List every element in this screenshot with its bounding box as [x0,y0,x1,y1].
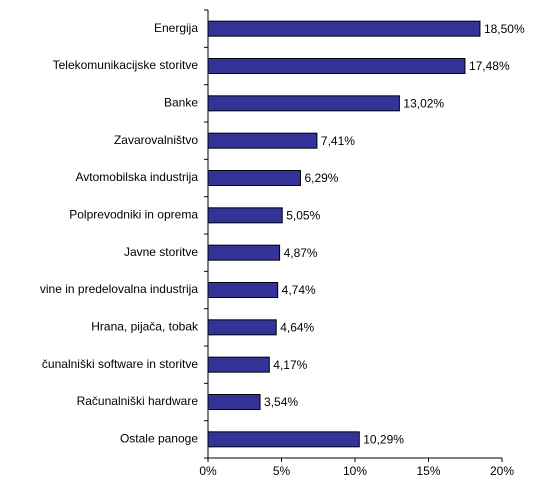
bar [207,132,318,149]
data-label: 3,54% [264,395,298,409]
x-tick-label: 5% [273,464,291,478]
y-tick-label: Hrana, pijača, tobak [91,320,199,334]
x-tick-label: 10% [343,464,367,478]
y-tick-label: Javne storitve [124,245,198,259]
y-tick-label: Avtomobilska industrija [75,170,198,184]
bar [207,58,466,74]
bar [207,282,279,298]
bar [207,20,481,37]
bar [207,319,277,336]
bar [207,170,301,186]
data-label: 17,48% [469,59,510,73]
y-tick-label: Telekomunikacijske storitve [53,58,199,72]
bar [207,95,400,112]
data-label: 4,17% [273,358,307,372]
x-tick-label: 20% [490,464,514,478]
y-tick-label: Polprevodniki in oprema [69,208,198,222]
bar [207,431,360,448]
data-label: 5,05% [286,209,320,223]
data-label: 4,87% [284,246,318,260]
bar [207,244,281,261]
data-label: 10,29% [363,433,404,447]
y-tick-label: Računalniški hardware [77,394,199,408]
data-label: 18,50% [484,22,525,36]
data-label: 7,41% [321,134,355,148]
y-tick-label: Ostale panoge [120,432,198,446]
bar [207,207,283,224]
x-tick-label: 15% [416,464,440,478]
bar [207,356,270,373]
data-label: 6,29% [304,171,338,185]
y-tick-label: čunalniški software in storitve [42,357,198,371]
y-tick-label: Zavarovalništvo [114,133,198,147]
data-label: 13,02% [403,97,444,111]
y-tick-label: Energija [154,21,198,35]
y-tick-label: vine in predelovalna industrija [40,282,198,296]
y-tick-label: Banke [164,96,198,110]
data-label: 4,74% [282,283,316,297]
bar [207,394,261,410]
data-label: 4,64% [280,321,314,335]
x-tick-label: 0% [199,464,217,478]
